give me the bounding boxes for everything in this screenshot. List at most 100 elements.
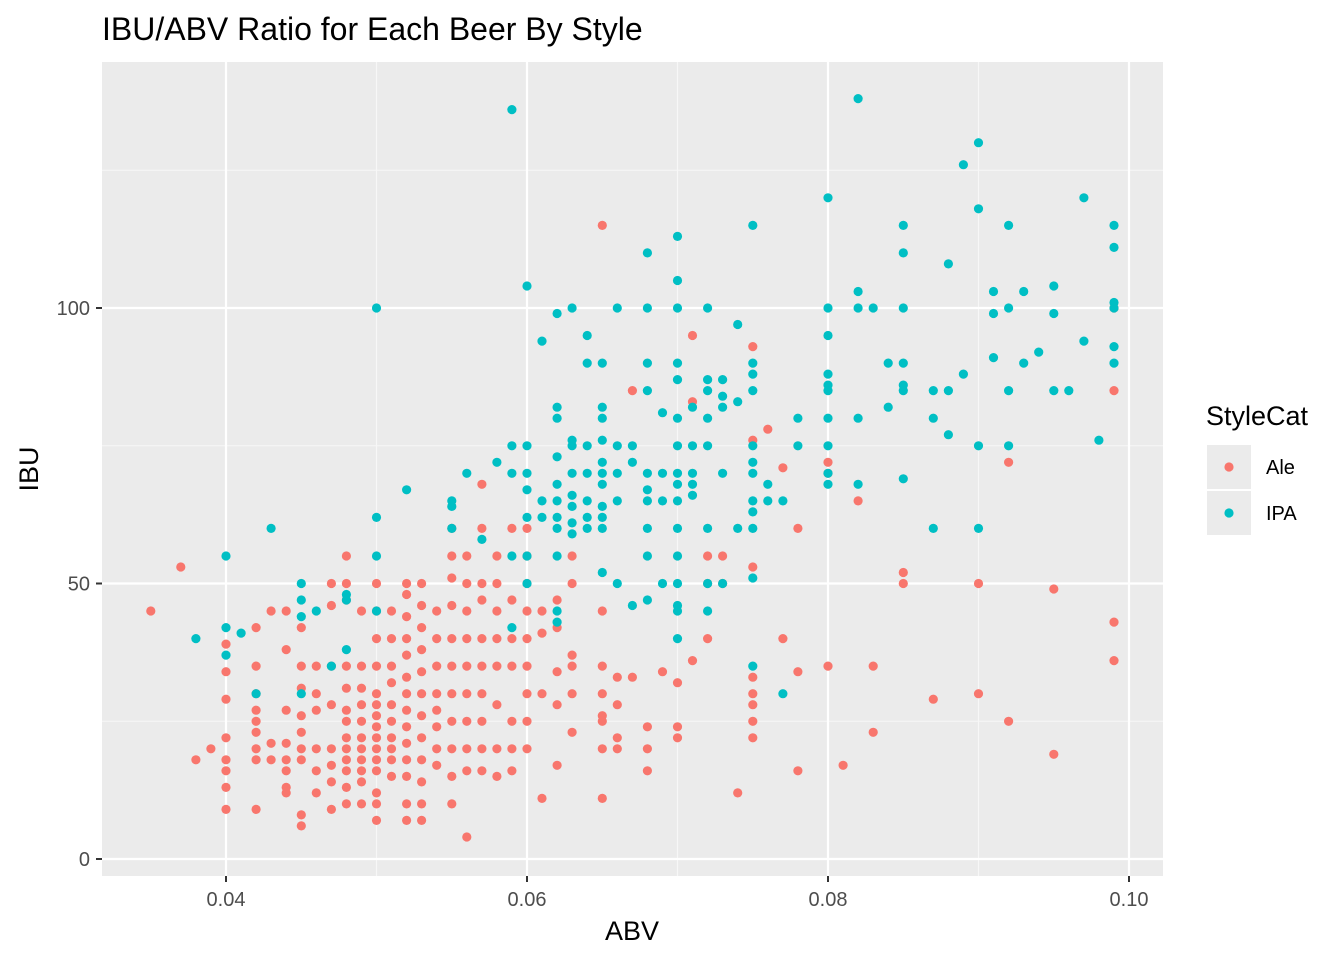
point-ale [371, 689, 382, 699]
point-ale [492, 551, 502, 561]
point-ipa [537, 496, 547, 506]
point-ale [371, 755, 382, 765]
point-ale [627, 672, 638, 682]
point-ale [281, 606, 291, 616]
point-ale [356, 744, 367, 754]
point-ale [221, 755, 231, 765]
point-ale [597, 716, 607, 726]
point-ale [296, 821, 306, 831]
point-ipa [687, 441, 698, 451]
point-ipa [1109, 342, 1119, 352]
point-ipa [552, 523, 562, 534]
point-ale [281, 645, 291, 655]
point-ale [417, 777, 427, 787]
point-ale [371, 722, 382, 732]
point-ale [597, 606, 607, 616]
point-ipa [778, 496, 788, 506]
point-ipa [642, 303, 653, 313]
point-ale [687, 656, 698, 666]
point-ipa [642, 386, 653, 396]
point-ale [447, 600, 457, 611]
point-ale [266, 738, 276, 748]
point-ale [341, 755, 351, 765]
point-ipa [703, 441, 713, 451]
point-ale [492, 578, 502, 589]
point-ipa [402, 485, 412, 495]
point-ipa [703, 303, 713, 313]
point-ipa [627, 457, 638, 467]
point-ale [356, 733, 367, 743]
point-ale [522, 606, 532, 616]
point-ipa [582, 441, 592, 451]
point-ipa [597, 512, 607, 523]
point-ale [477, 744, 487, 754]
point-ale [1109, 656, 1119, 666]
point-ale [206, 744, 216, 754]
point-ale [371, 766, 382, 776]
point-ale [266, 606, 276, 616]
point-ale [823, 457, 833, 467]
point-ale [537, 793, 547, 804]
point-ipa [672, 496, 683, 506]
point-ale [251, 716, 261, 726]
point-ale [251, 705, 261, 715]
point-ipa [898, 358, 908, 368]
point-ale [386, 716, 397, 726]
point-ipa [672, 551, 683, 561]
point-ale [462, 578, 472, 589]
point-ale [612, 733, 622, 743]
point-ipa [567, 501, 577, 511]
point-ale [386, 733, 397, 743]
point-ipa [567, 490, 577, 500]
legend-swatch-ale [1224, 462, 1234, 472]
point-ipa [507, 105, 517, 115]
point-ale [522, 661, 532, 671]
point-ipa [687, 479, 698, 489]
point-ipa [612, 468, 622, 478]
point-ale [386, 700, 397, 710]
point-ale [386, 606, 397, 616]
point-ipa [1109, 358, 1119, 368]
point-ale [522, 716, 532, 726]
y-tick-label: 0 [79, 849, 90, 871]
point-ale [281, 788, 291, 798]
point-ipa [687, 468, 698, 478]
point-ale [296, 810, 306, 820]
point-ipa [597, 523, 607, 534]
point-ale [341, 578, 351, 589]
point-ale [447, 573, 457, 583]
point-ale [748, 672, 758, 682]
point-ipa [1064, 386, 1074, 396]
point-ipa [703, 413, 713, 423]
point-ale [432, 634, 442, 644]
point-ale [567, 551, 577, 561]
point-ipa [853, 286, 863, 297]
point-ipa [778, 689, 788, 699]
point-ale [748, 700, 758, 710]
point-ipa [597, 435, 607, 445]
point-ale [341, 766, 351, 776]
point-ipa [898, 303, 908, 313]
point-ale [507, 716, 517, 726]
point-ale [402, 771, 412, 782]
point-ipa [642, 551, 653, 561]
point-ale [371, 578, 382, 589]
point-ipa [1004, 441, 1014, 451]
point-ipa [943, 386, 954, 396]
point-ale [447, 551, 457, 561]
point-ale [687, 330, 698, 341]
point-ale [417, 815, 427, 826]
point-ale [748, 562, 758, 572]
point-ale [266, 755, 276, 765]
point-ale [612, 700, 622, 710]
point-ipa [266, 523, 276, 534]
point-ipa [642, 468, 653, 478]
point-ipa [371, 512, 382, 523]
point-ale [477, 595, 487, 605]
point-ale [748, 716, 758, 726]
point-ipa [973, 441, 984, 451]
point-ipa [612, 496, 622, 506]
point-ale [552, 667, 562, 677]
point-ipa [371, 303, 382, 313]
point-ipa [507, 623, 517, 633]
